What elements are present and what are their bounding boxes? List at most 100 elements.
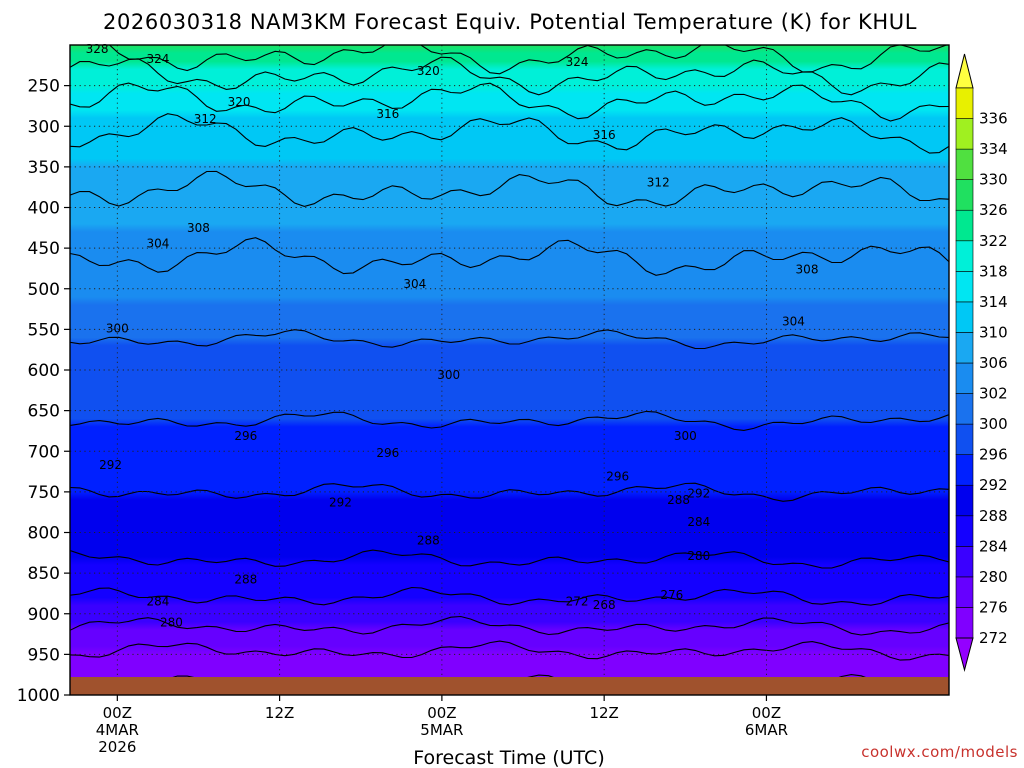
colorbar-label: 300	[979, 415, 1008, 433]
colorbar-swatch-296	[955, 423, 974, 455]
plot-area: 328 324 324 320 320 316 316 312 312 308 308 304 304 3…	[69, 42, 950, 696]
colorbar-swatch-330	[955, 148, 974, 180]
contour-label: 268	[593, 598, 616, 612]
contour-304	[70, 237, 949, 276]
x-tick-label: 5MAR	[420, 721, 463, 739]
y-tick-label: 250	[28, 77, 60, 97]
x-tick-label: 12Z	[589, 704, 618, 722]
colorbar-swatch-334	[955, 118, 974, 150]
ground-surface	[70, 677, 949, 695]
y-tick-label: 450	[28, 239, 60, 259]
colorbar-swatch-314	[955, 271, 974, 303]
contour-lines	[70, 45, 949, 695]
y-axis: 250 300 350 400 450 500 550 600 650 700 750 800 850 9…	[17, 77, 70, 706]
colorbar-swatch-300	[955, 393, 974, 425]
colorbar-label: 288	[979, 507, 1008, 525]
contour-312	[70, 113, 949, 154]
contour-300	[70, 329, 949, 350]
y-tick-label: 650	[28, 402, 60, 422]
contour-284	[70, 586, 949, 606]
colorbar-swatch-302	[955, 362, 974, 394]
contour-label: 276	[660, 588, 683, 602]
contour-label: 288	[234, 573, 257, 587]
contour-label: 288	[667, 493, 690, 507]
y-tick-label: 300	[28, 117, 60, 137]
y-tick-label: 550	[28, 320, 60, 340]
colorbar-label: 272	[979, 629, 1008, 647]
contour-316	[70, 82, 949, 122]
contour-label: 320	[417, 64, 440, 78]
colorbar: 272 276 280 284 288 292 296 300 302 306 310 314 318 3…	[955, 53, 1008, 672]
contour-label: 324	[146, 52, 169, 66]
contour-label: 312	[194, 112, 217, 126]
chart-title: 2026030318 NAM3KM Forecast Equiv. Potent…	[103, 10, 917, 34]
contour-label: 316	[593, 128, 616, 142]
contour-label: 320	[228, 95, 251, 109]
x-tick-label: 12Z	[265, 704, 294, 722]
contour-label: 324	[566, 55, 589, 69]
colorbar-label: 292	[979, 476, 1008, 494]
colorbar-swatch-288	[955, 484, 974, 517]
y-tick-label: 800	[28, 524, 60, 544]
colorbar-label: 276	[979, 598, 1008, 616]
y-tick-label: 1000	[17, 686, 60, 706]
colorbar-swatch-322	[955, 209, 974, 242]
contour-324	[70, 45, 949, 75]
colorbar-label: 296	[979, 446, 1008, 464]
contour-label: 300	[106, 322, 129, 336]
contour-280	[70, 615, 949, 636]
colorbar-swatch-292	[955, 454, 974, 486]
contour-288	[70, 549, 949, 569]
contour-label: 284	[687, 515, 710, 529]
colorbar-label: 330	[979, 171, 1008, 189]
y-tick-label: 700	[28, 442, 60, 462]
colorbar-label: 322	[979, 232, 1008, 250]
x-tick-label: 2026	[98, 738, 136, 756]
colorbar-swatch-310	[955, 301, 974, 333]
theta-field	[70, 45, 949, 695]
contour-label: 308	[187, 221, 210, 235]
contour-308	[70, 170, 949, 207]
x-tick-label: 6MAR	[745, 721, 788, 739]
colorbar-swatch-318	[955, 240, 974, 272]
contour-label: 280	[687, 549, 710, 563]
contour-label: 304	[403, 277, 426, 291]
contour-label: 316	[376, 107, 399, 121]
y-tick-label: 500	[28, 280, 60, 300]
contour-label: 292	[687, 487, 710, 501]
y-tick-label: 350	[28, 158, 60, 178]
colorbar-swatch-306	[955, 332, 974, 364]
colorbar-label: 306	[979, 354, 1008, 372]
y-tick-label: 750	[28, 483, 60, 503]
contour-276	[70, 640, 949, 661]
colorbar-label: 310	[979, 323, 1008, 341]
colorbar-label: 334	[979, 140, 1008, 158]
contour-label: 280	[160, 616, 183, 630]
colorbar-swatch-284	[955, 515, 974, 547]
y-tick-label: 900	[28, 605, 60, 625]
contour-label: 304	[782, 314, 805, 328]
contour-labels: 328 324 324 320 320 316 316 312 312 308 308 304 304 3…	[86, 42, 819, 630]
colorbar-swatch-276	[955, 576, 974, 608]
x-tick-label: 00Z	[752, 704, 781, 722]
contour-label: 292	[329, 495, 352, 509]
contour-label: 284	[146, 595, 169, 609]
colorbar-label: 326	[979, 201, 1008, 219]
colorbar-min-arrow	[955, 637, 974, 672]
colorbar-label: 318	[979, 262, 1008, 280]
contour-label: 308	[796, 262, 819, 276]
colorbar-label: 302	[979, 385, 1008, 403]
colorbar-swatch-272	[955, 607, 974, 639]
colorbar-max-arrow	[955, 53, 974, 89]
contour-label: 272	[566, 595, 589, 609]
credit-text: coolwx.com/models	[861, 743, 1018, 761]
x-tick-label: 00Z	[427, 704, 456, 722]
colorbar-swatch-280	[955, 546, 974, 578]
contour-label: 296	[376, 446, 399, 460]
x-tick-label: 4MAR	[96, 721, 139, 739]
y-tick-label: 850	[28, 564, 60, 584]
contour-label: 292	[99, 458, 122, 472]
y-tick-label: 950	[28, 645, 60, 665]
